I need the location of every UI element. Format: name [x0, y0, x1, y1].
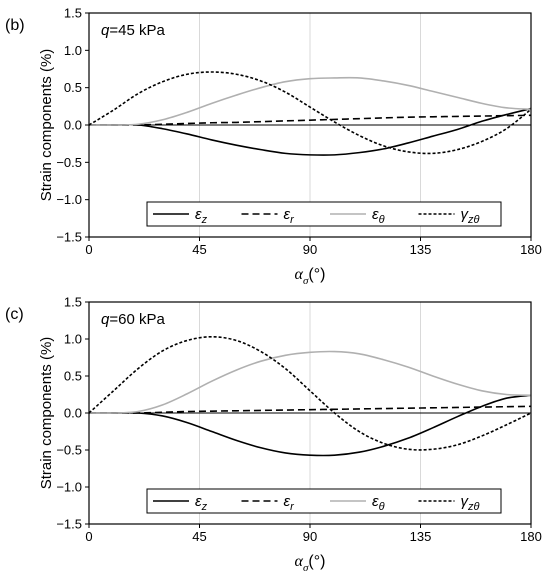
annotation-symbol: q — [101, 311, 110, 328]
load-annotation: q=60 kPa — [101, 311, 165, 328]
x-axis-symbol: α — [295, 266, 304, 283]
legend-symbol: ε — [195, 206, 202, 223]
y-tick-label: −1.0 — [56, 480, 82, 495]
y-axis-label: Strain components (%) — [38, 49, 55, 202]
panel-label: (c) — [5, 306, 24, 323]
x-axis-subscript: σ — [303, 275, 309, 287]
x-tick-label: 135 — [410, 242, 432, 257]
y-tick-label: −1.5 — [56, 517, 82, 532]
x-tick-label: 0 — [85, 242, 92, 257]
annotation-symbol: q — [101, 22, 110, 39]
series-line-ε-θ — [89, 76, 531, 126]
series-line-ε-r — [89, 405, 531, 414]
legend-label: γzθ — [461, 493, 480, 513]
legend-label: εr — [284, 206, 296, 226]
x-tick-label: 45 — [192, 242, 206, 257]
x-tick-label: 180 — [520, 529, 542, 544]
x-tick-label: 90 — [303, 529, 317, 544]
x-axis-unit: (°) — [308, 266, 325, 283]
legend-label: εθ — [372, 493, 385, 513]
legend-subscript: zθ — [467, 501, 480, 513]
x-axis-subscript: σ — [303, 562, 309, 574]
panel-label: (b) — [5, 17, 25, 34]
legend-subscript: r — [290, 501, 295, 513]
legend-box — [146, 201, 502, 227]
y-tick-label: 0.0 — [64, 406, 82, 421]
series-line-ε-z — [89, 107, 531, 156]
annotation-text: =45 kPa — [109, 22, 165, 39]
legend-subscript: zθ — [467, 214, 480, 226]
legend-label: εz — [195, 206, 208, 226]
legend-symbol: γ — [461, 493, 470, 510]
chart-panel-c: 0 45 90 135 180 −1.5 −1.0 −0.5 0.0 0.5 1.0 1.5 Strai… — [5, 295, 542, 575]
x-tick-label: 45 — [192, 529, 206, 544]
y-tick-label: 1.0 — [64, 332, 82, 347]
x-axis-label: ασ(°) — [295, 266, 326, 287]
legend-label: γzθ — [461, 206, 480, 226]
y-tick-label: 0.5 — [64, 80, 82, 95]
legend-symbol: ε — [195, 493, 202, 510]
load-annotation: q=45 kPa — [101, 22, 165, 39]
legend-box — [146, 488, 502, 514]
legend-subscript: z — [201, 501, 208, 513]
legend-label: εr — [284, 493, 296, 513]
x-tick-label: 135 — [410, 529, 432, 544]
annotation-text: =60 kPa — [109, 311, 165, 328]
y-tick-label: 1.0 — [64, 43, 82, 58]
chart-panel-b: 0 45 90 135 180 −1.5 −1.0 −0.5 0.0 0.5 1.0 1.5 Strai… — [5, 6, 542, 288]
legend-label: εz — [195, 493, 208, 513]
y-tick-label: 0.0 — [64, 118, 82, 133]
y-tick-label: 0.5 — [64, 369, 82, 384]
y-axis-label: Strain components (%) — [38, 337, 55, 490]
legend-subscript: θ — [379, 214, 385, 226]
y-tick-label: −1.0 — [56, 192, 82, 207]
x-tick-label: 0 — [85, 529, 92, 544]
legend-subscript: θ — [379, 501, 385, 513]
x-axis-label: ασ(°) — [295, 553, 326, 574]
y-tick-label: 1.5 — [64, 295, 82, 310]
legend-symbol: ε — [284, 493, 291, 510]
y-tick-label: −1.5 — [56, 230, 82, 245]
legend-subscript: z — [201, 214, 208, 226]
series-line-ε-θ — [89, 350, 531, 414]
series-line-ε-r — [89, 114, 531, 126]
x-tick-label: 180 — [520, 242, 542, 257]
legend-symbol: ε — [284, 206, 291, 223]
y-tick-label: −0.5 — [56, 155, 82, 170]
x-tick-label: 90 — [303, 242, 317, 257]
legend-symbol: γ — [461, 206, 470, 223]
series-line-ε-z — [89, 394, 531, 457]
y-tick-label: 1.5 — [64, 6, 82, 21]
series-line-γ-zθ — [89, 335, 531, 451]
series-line-γ-zθ — [89, 71, 531, 155]
legend-symbol: ε — [372, 206, 379, 223]
y-tick-label: −0.5 — [56, 443, 82, 458]
legend-symbol: ε — [372, 493, 379, 510]
legend-subscript: r — [290, 214, 295, 226]
x-axis-unit: (°) — [308, 553, 325, 570]
x-axis-symbol: α — [295, 553, 304, 570]
legend-label: εθ — [372, 206, 385, 226]
